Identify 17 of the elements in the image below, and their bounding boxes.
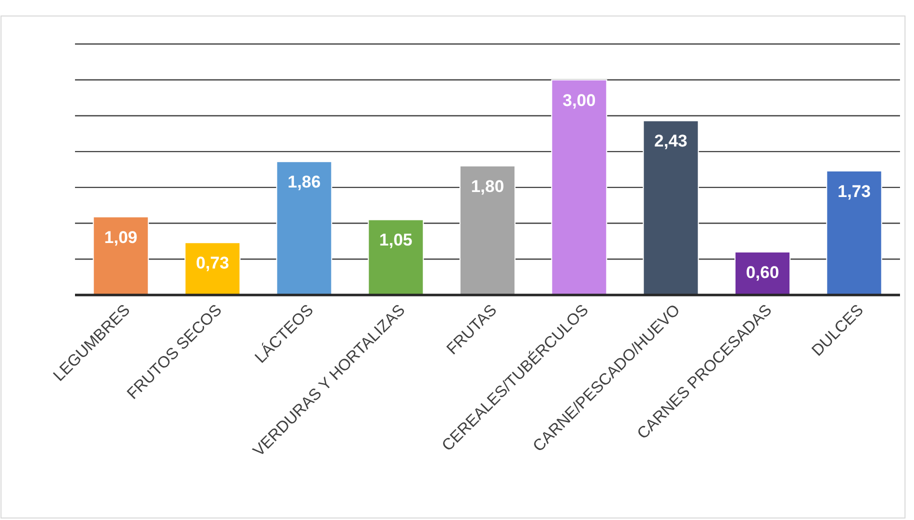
bar [276,161,332,296]
bar [642,120,699,296]
data-label: 1,80 [470,176,504,196]
bar [184,242,240,296]
bar [92,216,149,296]
data-label: 1,05 [379,230,412,250]
bar [826,170,882,296]
bar [551,79,608,296]
data-label: 1,73 [838,182,871,201]
data-label: 0,73 [196,254,230,273]
data-label: 1,09 [104,228,138,247]
bar [368,219,424,296]
data-label: 1,86 [288,172,321,192]
data-label: 0,60 [746,262,780,282]
data-label: 2,43 [654,132,688,151]
bar [460,165,516,296]
data-label: 3,00 [562,90,596,110]
